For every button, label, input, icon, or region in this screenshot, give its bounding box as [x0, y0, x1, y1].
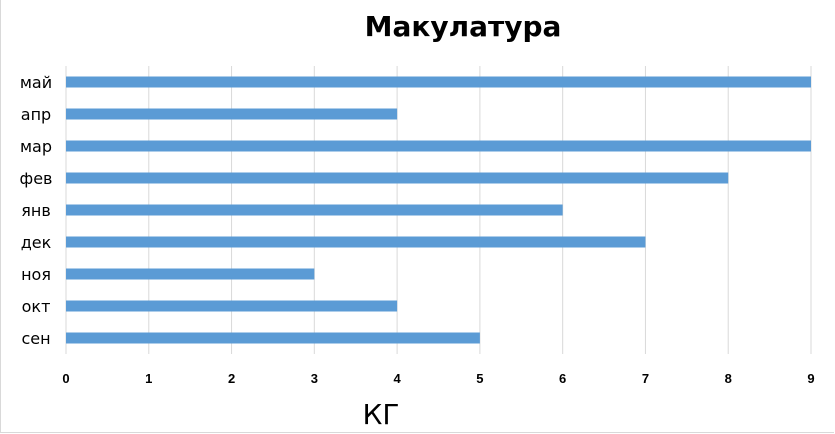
x-tick-label-1: 1: [145, 371, 152, 386]
x-tick-label-4: 4: [393, 371, 401, 386]
category-label-апр: апр: [21, 105, 51, 124]
category-label-янв: янв: [21, 201, 51, 220]
x-tick-label-8: 8: [725, 371, 732, 386]
bar-мар: [66, 140, 811, 152]
bar-апр: [66, 108, 398, 120]
category-label-сен: сен: [21, 329, 50, 348]
x-tick-labels: 0 1 2 3 4 5 6 7 8 9: [62, 371, 814, 386]
x-tick-label-6: 6: [559, 371, 566, 386]
bar-окт: [66, 300, 398, 312]
x-tick-label-0: 0: [62, 371, 69, 386]
category-label-ноя: ноя: [21, 265, 51, 284]
x-axis-title: КГ: [362, 398, 400, 431]
bars: [66, 76, 811, 344]
chart-title: Макулатура: [364, 10, 562, 43]
category-label-май: май: [20, 73, 52, 92]
x-tick-label-2: 2: [228, 371, 235, 386]
category-labels: сен окт ноя дек янв фев мар апр май: [20, 73, 53, 348]
category-label-окт: окт: [22, 297, 51, 316]
x-tick-label-7: 7: [642, 371, 649, 386]
bar-янв: [66, 204, 563, 216]
category-label-фев: фев: [20, 169, 53, 188]
category-label-мар: мар: [20, 137, 52, 156]
bar-дек: [66, 236, 646, 248]
x-tick-label-3: 3: [311, 371, 318, 386]
bar-сен: [66, 332, 480, 344]
bar-фев: [66, 172, 729, 184]
x-tick-label-9: 9: [807, 371, 814, 386]
bar-май: [66, 76, 811, 88]
category-label-дек: дек: [21, 233, 52, 252]
x-tick-label-5: 5: [476, 371, 483, 386]
bar-ноя: [66, 268, 315, 280]
